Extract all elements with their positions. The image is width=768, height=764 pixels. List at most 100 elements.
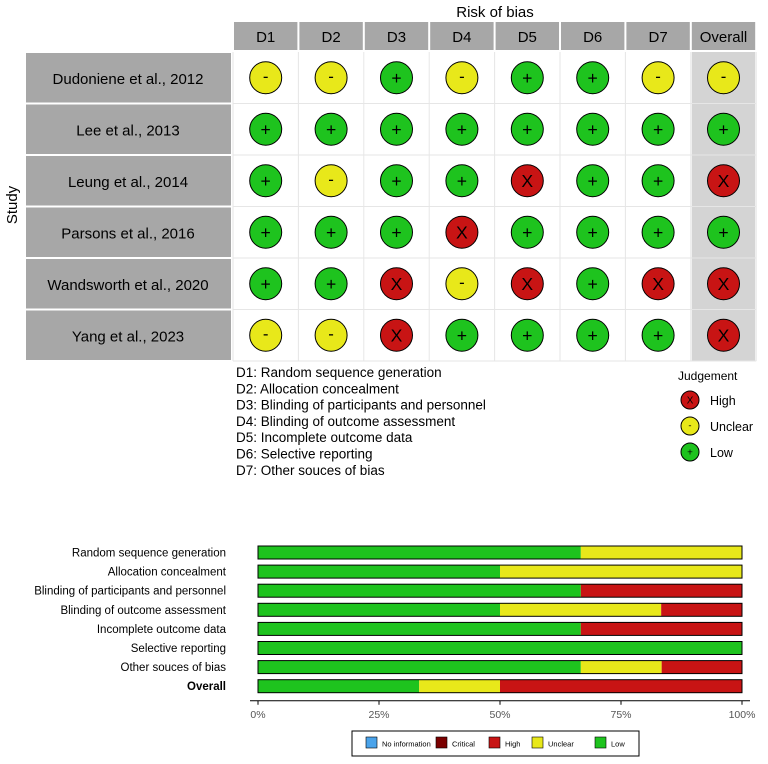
domain-header-bg [364, 22, 429, 50]
unclear-symbol: - [721, 67, 727, 86]
high-symbol: X [718, 171, 730, 191]
low-circle [641, 215, 675, 249]
high-symbol: X [718, 325, 730, 345]
domain-header-bg [626, 22, 690, 50]
low-symbol: + [261, 171, 271, 191]
judgement-low-icon: + [707, 215, 740, 249]
low-symbol: + [391, 171, 401, 191]
x-tick-label: 100% [729, 709, 756, 721]
unclear-symbol: - [459, 67, 465, 86]
high-symbol: X [391, 274, 403, 294]
domain-header-d3: D3 [387, 29, 406, 46]
judgement-unclear-icon: - [249, 318, 283, 352]
judgement-low-icon: + [314, 112, 348, 146]
low-symbol: + [457, 171, 467, 191]
judgement-low-icon: + [641, 164, 675, 198]
low-circle [576, 215, 610, 249]
domain-header-d5: D5 [518, 29, 537, 46]
x-tick-label: 75% [610, 709, 631, 721]
low-symbol: + [522, 68, 532, 88]
low-circle [510, 112, 544, 146]
unclear-symbol: - [459, 273, 465, 292]
bar-category-label: Blinding of participants and personnel [34, 586, 226, 598]
x-axis: 0% 25% 50% 75% 100% [250, 700, 756, 721]
domain-header-bg [430, 22, 494, 50]
judgement-low-icon: + [380, 61, 413, 95]
judgement-low-icon: + [380, 112, 413, 146]
domain-header-bg [691, 22, 756, 50]
low-symbol: + [718, 222, 728, 242]
low-symbol: + [261, 222, 271, 242]
judgement-low-icon: + [445, 164, 479, 198]
bar-outline [257, 641, 743, 655]
judgement-unclear-icon: - [314, 318, 348, 352]
high-circle [707, 318, 740, 352]
low-circle [510, 318, 544, 352]
judgement-high-icon: X [510, 267, 544, 301]
legend-high-icon: X [680, 390, 700, 410]
domain-key-line: D1: Random sequence generation [236, 365, 442, 380]
bar-outline [257, 602, 743, 617]
low-circle [445, 164, 479, 198]
legend-label: High [710, 394, 736, 408]
study-label: Lee et al., 2013 [76, 122, 179, 139]
low-circle [249, 267, 283, 301]
low-circle [510, 215, 544, 249]
high-circle [707, 267, 740, 301]
study-row-bg [26, 156, 231, 206]
judgement-unclear-icon: - [707, 61, 740, 95]
high-circle [445, 215, 479, 249]
study-label: Parsons et al., 2016 [61, 225, 194, 242]
high-circle [380, 318, 413, 352]
unclear-symbol: - [688, 421, 691, 432]
judgement-low-icon: + [576, 61, 610, 95]
unclear-circle [249, 318, 283, 352]
judgement-low-icon: + [576, 318, 610, 352]
low-symbol: + [653, 119, 663, 139]
bar-segment-low [258, 679, 420, 693]
low-circle [314, 267, 348, 301]
unclear-circle [249, 61, 283, 95]
low-symbol: + [391, 68, 401, 88]
low-circle [576, 112, 610, 146]
bar-segment-high [580, 622, 742, 636]
judgement-legend: Judgement X High - Unclear + Low [678, 369, 753, 462]
domain-header-d1: D1 [256, 29, 275, 46]
unclear-symbol: - [328, 325, 334, 344]
study-row-bg [26, 104, 231, 154]
legend-low-icon: + [680, 442, 700, 462]
unclear-symbol: - [263, 325, 269, 344]
domain-key-line: D2: Allocation concealment [236, 381, 399, 396]
judgement-low-icon: + [707, 112, 740, 146]
judgement-low-icon: + [380, 164, 413, 198]
judgement-low-icon: + [380, 215, 413, 249]
low-circle [314, 112, 348, 146]
low-symbol: + [522, 222, 532, 242]
unclear-circle [680, 416, 700, 436]
judgement-grid: - - + - + + - - + + + + + + + + + - + + X + + X + + + X + + + + + + X - X + X X… [232, 52, 757, 362]
unclear-symbol: - [263, 67, 269, 86]
low-symbol: + [687, 447, 693, 458]
judgement-unclear-icon: - [445, 61, 479, 95]
judgement-low-icon: + [641, 112, 675, 146]
bar-segment-high [661, 660, 743, 674]
high-symbol: X [718, 274, 730, 294]
low-circle [680, 442, 700, 462]
low-circle [445, 112, 479, 146]
domain-header-bg [299, 22, 363, 50]
study-row-bg [26, 259, 231, 309]
high-circle [641, 267, 675, 301]
bars [257, 545, 743, 694]
domain-key-line: D5: Incomplete outcome data [236, 430, 413, 445]
unclear-symbol: - [328, 67, 334, 86]
domain-header-overall: Overall [700, 29, 748, 46]
domain-header-d4: D4 [452, 29, 471, 46]
low-circle [641, 164, 675, 198]
bar-segment-unclear [500, 565, 742, 579]
low-circle [510, 61, 544, 95]
judgement-unclear-icon: - [314, 164, 348, 198]
judgement-low-icon: + [510, 61, 544, 95]
low-symbol: + [261, 119, 271, 139]
bar-category-label: Blinding of outcome assessment [60, 605, 226, 617]
